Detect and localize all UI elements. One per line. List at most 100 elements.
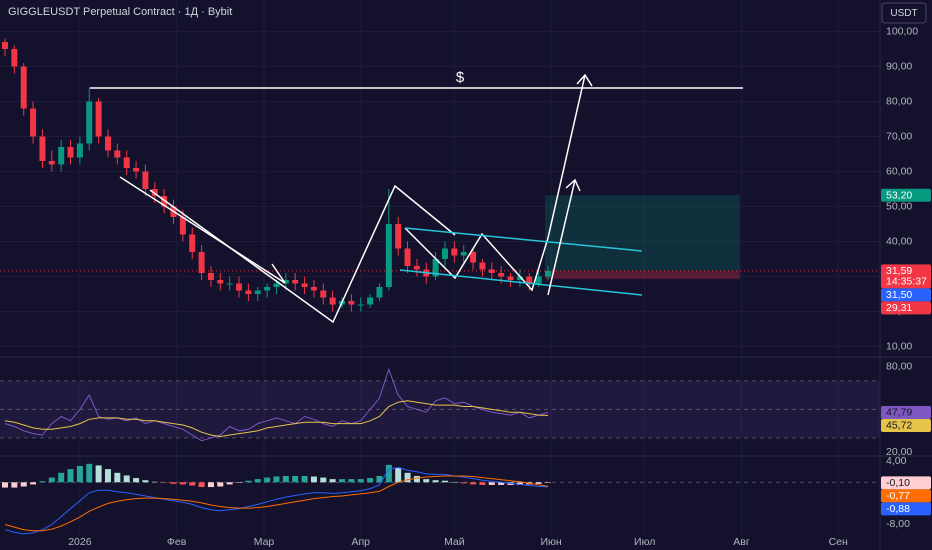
axis-value-label: 29,31 <box>886 302 912 314</box>
histogram-bar <box>179 482 186 485</box>
candle-body <box>161 196 168 207</box>
y-tick-label: 70,00 <box>886 130 912 142</box>
histogram-bar <box>544 482 551 483</box>
candle-body <box>488 269 495 273</box>
axis-value-label-box <box>881 419 931 433</box>
histogram-bar <box>535 482 542 484</box>
channel-line <box>404 227 643 252</box>
axis-value-label-box <box>881 188 931 202</box>
candle-body <box>432 259 439 277</box>
y-tick-label: 40,00 <box>886 235 912 247</box>
histogram-bar <box>516 482 523 485</box>
candle-body <box>198 252 205 273</box>
candle-body <box>264 287 271 291</box>
indicator-line <box>4 400 549 438</box>
candle-body <box>544 270 551 277</box>
histogram-bar <box>151 481 158 483</box>
candle-body <box>30 108 37 137</box>
candle-body <box>254 290 261 294</box>
histogram-bar <box>189 482 196 486</box>
y-tick-label: 80,00 <box>886 95 912 107</box>
axis-value-label-box <box>881 502 931 516</box>
histogram-bar <box>161 482 168 483</box>
candle-body <box>348 301 355 305</box>
histogram-bar <box>58 472 65 483</box>
candle-body <box>441 248 448 259</box>
candle-body <box>535 276 542 284</box>
y-tick-label: -8,00 <box>886 518 910 530</box>
candle-body <box>189 234 196 252</box>
x-tick-label: Сен <box>829 536 848 548</box>
axis-value-label-box <box>881 476 931 490</box>
histogram-bar <box>236 482 243 483</box>
grid <box>0 0 880 535</box>
axis-value-label: 31,59 <box>886 265 912 277</box>
histogram-bar <box>432 480 439 483</box>
currency-button-label[interactable]: USDT <box>890 8 917 19</box>
histogram-bar <box>198 482 205 488</box>
histogram-bar <box>86 463 93 483</box>
histogram-bar <box>20 482 27 487</box>
histogram-bar <box>395 467 402 483</box>
histogram-bar <box>339 479 346 483</box>
histogram-bar <box>245 480 252 483</box>
candle-body <box>95 101 102 137</box>
arrow <box>547 74 586 239</box>
candle-body <box>151 189 158 196</box>
candle-body <box>292 280 299 284</box>
candle-body <box>11 49 18 67</box>
candle-body <box>479 262 486 270</box>
histogram-bar <box>39 481 46 483</box>
axis-value-label: 53,20 <box>886 189 912 201</box>
axis-value-label-box <box>881 489 931 503</box>
histogram-bar <box>104 469 111 483</box>
x-tick-label: Апр <box>351 536 370 548</box>
histogram-bar <box>413 475 420 483</box>
drawing-line <box>149 184 456 324</box>
candle-body <box>48 161 55 165</box>
candle-body <box>301 283 308 287</box>
histogram-bar <box>441 480 448 483</box>
arrow-head <box>565 178 581 192</box>
drawing-line <box>119 176 286 284</box>
x-tick-label: Май <box>444 536 465 548</box>
position-profit-zone <box>545 195 740 272</box>
histogram-bar <box>470 482 477 485</box>
axis-value-label-box <box>881 406 931 420</box>
channel-line <box>399 269 643 296</box>
candle-body <box>451 248 458 256</box>
candle-body <box>217 280 224 284</box>
axis-value-sublabel: 14:35:37 <box>886 276 927 288</box>
candle-body <box>282 280 289 284</box>
histogram-bar <box>310 476 317 483</box>
indicator-line <box>4 475 549 532</box>
histogram-bar <box>451 482 458 483</box>
histogram-bar <box>357 479 364 483</box>
histogram-bar <box>329 479 336 483</box>
y-tick-label: 60,00 <box>886 165 912 177</box>
histogram-bar <box>217 482 224 487</box>
arrow <box>547 179 576 296</box>
histogram-bar <box>1 482 8 488</box>
candle-body <box>404 248 411 266</box>
currency-button[interactable] <box>881 2 927 24</box>
x-tick-label: Фев <box>167 536 187 548</box>
y-tick-label: 4,00 <box>886 455 907 467</box>
axis-value-label: 31,50 <box>886 289 912 301</box>
candle-body <box>376 287 383 298</box>
histogram-bar <box>123 475 130 483</box>
plot <box>0 38 880 535</box>
x-tick-label: 2026 <box>68 536 92 548</box>
histogram-bar <box>67 469 74 483</box>
histogram-bar <box>301 475 308 483</box>
candle-body <box>67 147 74 158</box>
histogram-bar <box>292 475 299 483</box>
candle-body <box>526 276 533 284</box>
candle-body <box>1 42 8 49</box>
candle-body <box>357 304 364 306</box>
candle-body <box>104 136 111 151</box>
x-tick-label: Июл <box>634 536 655 548</box>
candle-body <box>329 297 336 305</box>
candle-body <box>142 171 149 189</box>
histogram-bar <box>30 482 37 485</box>
